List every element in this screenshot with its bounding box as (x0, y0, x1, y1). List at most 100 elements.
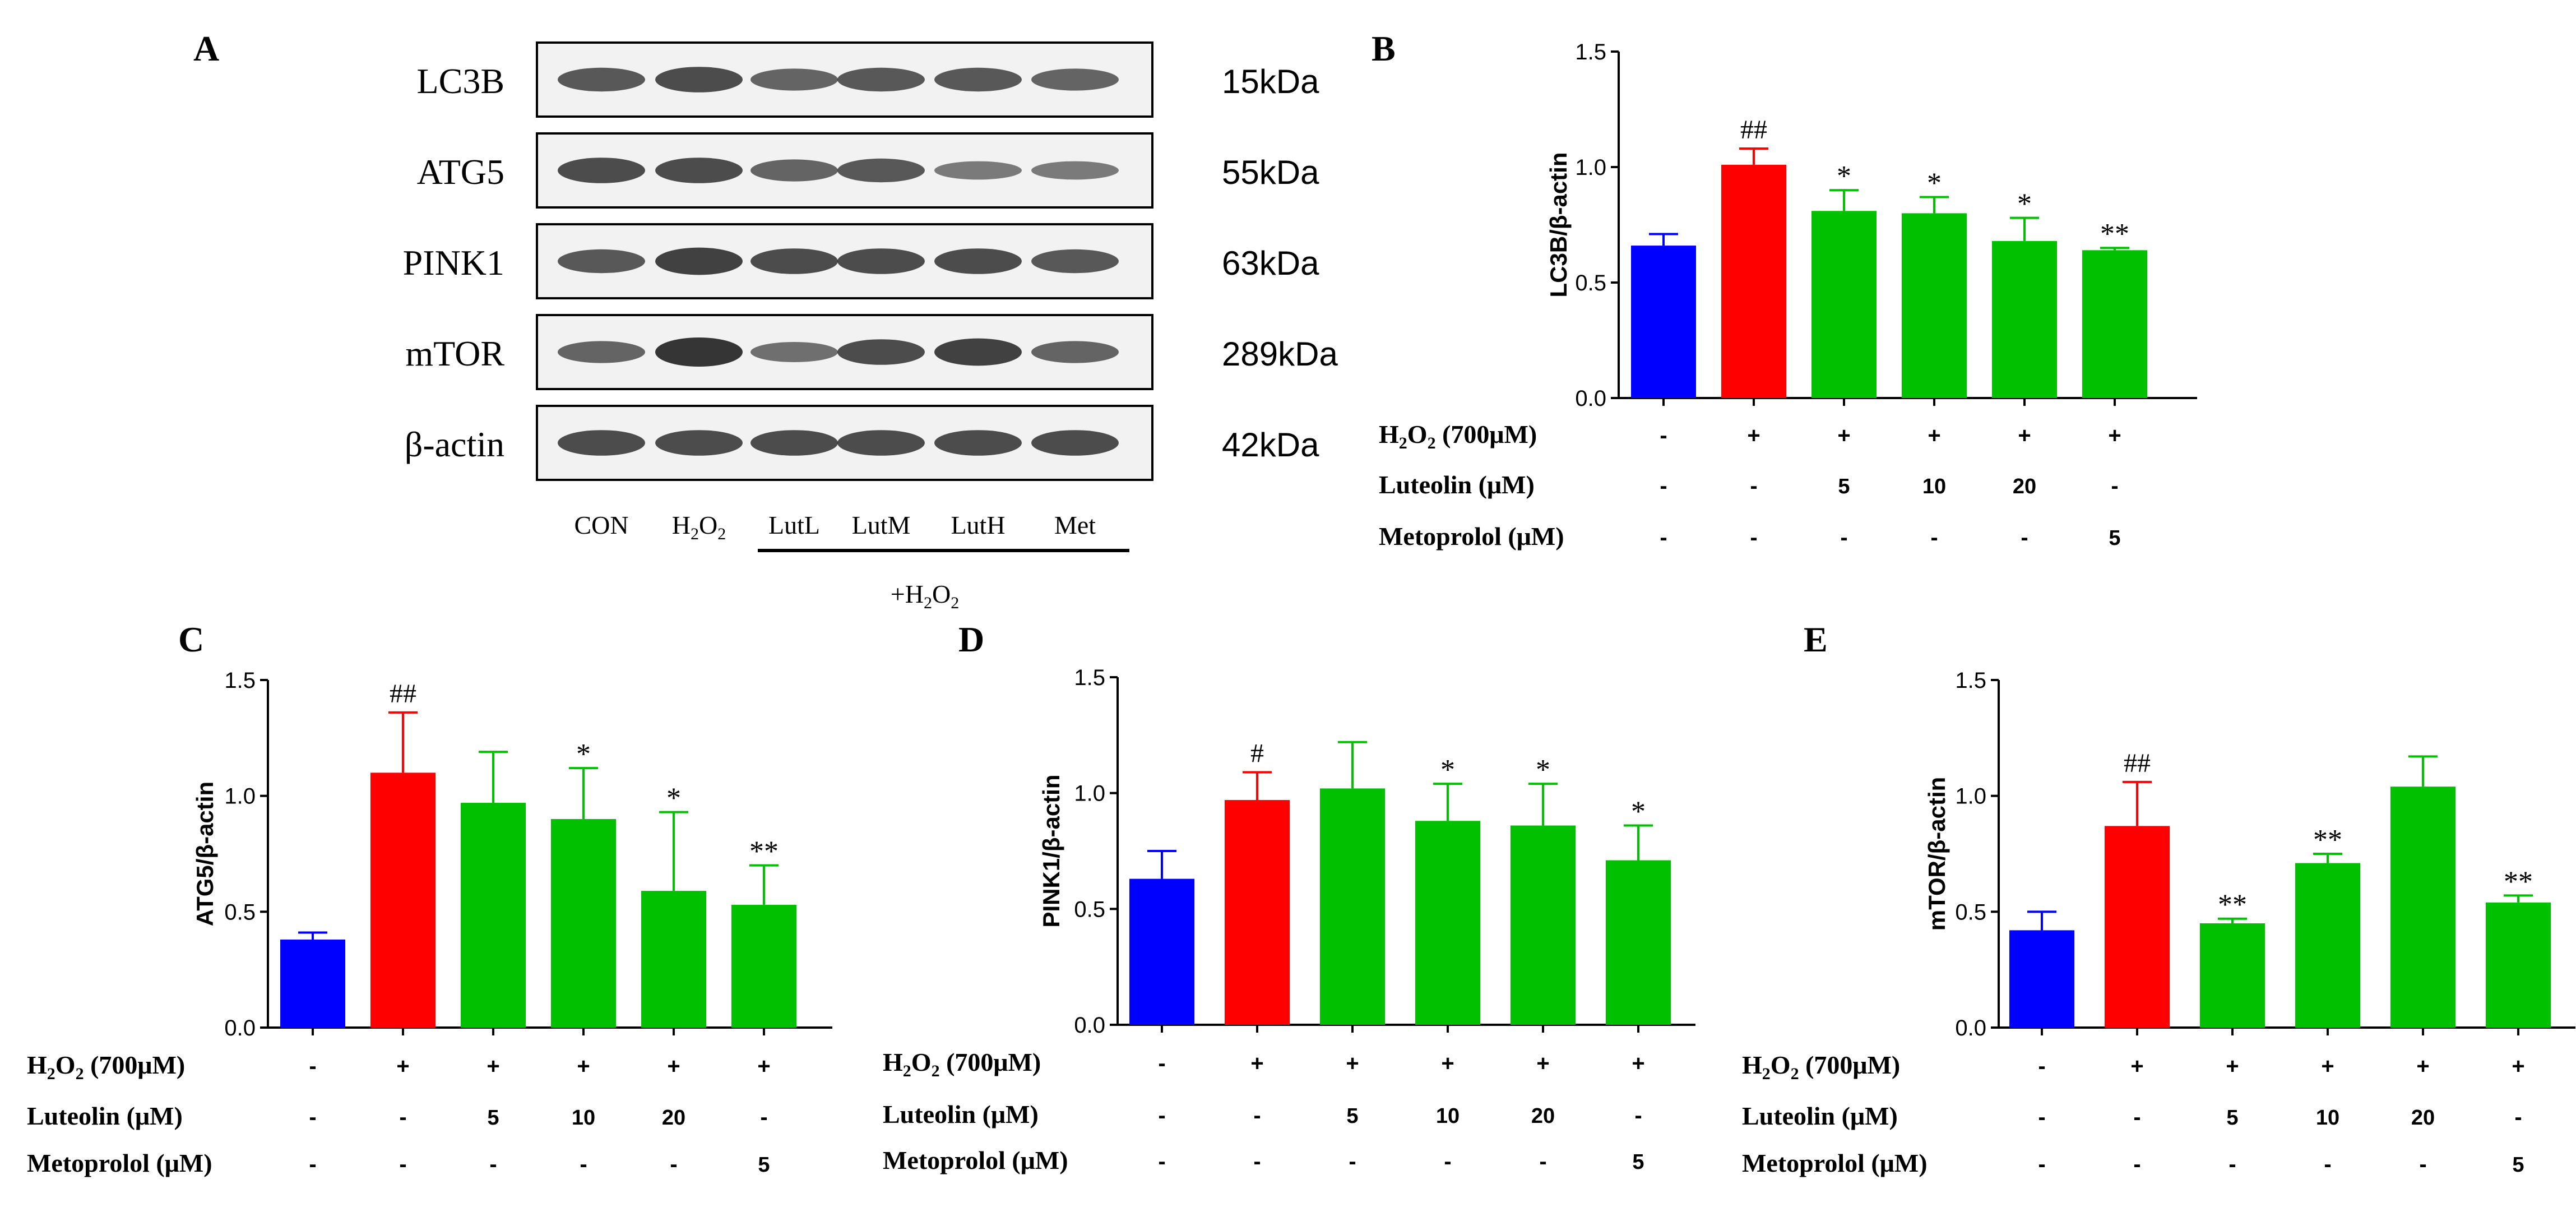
blot-band (655, 247, 743, 275)
blot-band (655, 158, 743, 183)
blot-band (558, 430, 645, 456)
condition-value: - (2133, 1105, 2141, 1130)
significance-label: * (1536, 754, 1550, 786)
condition-value: 5 (1632, 1150, 1644, 1174)
condition-value: + (2416, 1054, 2429, 1079)
bar (1811, 211, 1877, 398)
condition-value: - (309, 1054, 316, 1079)
bar (1902, 213, 1967, 398)
condition-value: - (309, 1152, 316, 1177)
blot-band (1031, 68, 1119, 91)
protein-label: LC3B (417, 61, 504, 101)
condition-value: - (1660, 474, 1667, 498)
panel-label-c: C (178, 619, 204, 659)
condition-value: - (2228, 1152, 2236, 1177)
condition-value: + (757, 1054, 770, 1079)
blot-band (558, 249, 645, 274)
y-axis-label: mTOR/β-actin (1924, 777, 1950, 931)
blot-band (1031, 430, 1119, 456)
condition-value: 5 (2512, 1153, 2524, 1177)
condition-value: + (1632, 1051, 1644, 1076)
condition-value: - (1253, 1103, 1261, 1128)
condition-label: Metoprolol (μM) (1742, 1149, 1928, 1177)
bar (2082, 250, 2147, 398)
lane-label: LutH (951, 511, 1005, 539)
blot-band (934, 161, 1022, 180)
y-tick-label: 1.0 (1955, 784, 1986, 809)
bar (1992, 240, 2057, 398)
condition-value: 10 (572, 1106, 595, 1130)
condition-value: - (1840, 525, 1847, 550)
condition-value: - (2038, 1054, 2045, 1079)
condition-value: 20 (2013, 475, 2036, 498)
condition-value: 10 (1922, 475, 1946, 498)
panel-label-e: E (1804, 619, 1828, 659)
condition-label: H2O2 (700μM) (27, 1051, 185, 1083)
bar (2200, 923, 2265, 1028)
y-tick-label: 1.0 (1074, 781, 1105, 806)
bar (2009, 930, 2074, 1028)
molecular-weight-label: 55kDa (1222, 154, 1319, 191)
blot-band (558, 158, 645, 183)
protein-label: β-actin (405, 424, 504, 464)
y-tick-label: 1.5 (1955, 668, 1986, 693)
condition-value: + (577, 1054, 590, 1079)
blot-band (934, 430, 1022, 456)
y-tick-label: 1.5 (1575, 40, 1606, 64)
significance-label: * (1631, 796, 1646, 828)
blot-band (750, 248, 838, 274)
blot-band (1031, 161, 1119, 180)
chart-pink1: 0.0 0.5 1.0 1.5 PINK1/β-actin # * * * H2O2 (700μM… (883, 665, 1695, 1174)
condition-value: 5 (487, 1106, 499, 1130)
significance-label: ** (2218, 889, 2247, 921)
significance-label: # (1250, 738, 1264, 768)
condition-value: - (1253, 1149, 1261, 1174)
condition-value: - (2038, 1152, 2045, 1177)
blot-band (1031, 249, 1119, 274)
condition-value: - (1750, 474, 1757, 498)
blot-band (655, 337, 743, 367)
condition-value: - (2111, 474, 2118, 498)
y-tick-label: 0.5 (1074, 897, 1105, 922)
significance-label: ## (1740, 115, 1767, 145)
y-axis-label: ATG5/β-actin (192, 781, 218, 926)
condition-label: Luteolin (μM) (27, 1102, 183, 1130)
condition-label: Metoprolol (μM) (883, 1146, 1068, 1174)
y-tick-label: 0.0 (1575, 386, 1606, 411)
condition-value: + (2130, 1054, 2143, 1079)
molecular-weight-label: 289kDa (1222, 335, 1338, 373)
bar (1129, 878, 1194, 1025)
blot-band (750, 159, 838, 182)
condition-value: 5 (1346, 1104, 1358, 1128)
blot-band (655, 67, 743, 92)
lane-label: Met (1054, 511, 1096, 539)
condition-value: 10 (1436, 1104, 1460, 1128)
bar (1606, 860, 1671, 1025)
blot-band (750, 342, 838, 362)
molecular-weight-label: 15kDa (1222, 63, 1319, 100)
condition-value: - (2514, 1105, 2522, 1130)
bar (370, 773, 435, 1028)
panel-label-d: D (958, 619, 984, 659)
condition-value: - (1349, 1149, 1356, 1174)
condition-label: Luteolin (μM) (883, 1100, 1039, 1128)
condition-value: - (670, 1152, 677, 1177)
condition-value: + (1536, 1051, 1549, 1076)
bar (641, 891, 706, 1028)
protein-label: ATG5 (417, 152, 504, 192)
condition-value: - (1930, 525, 1938, 550)
condition-value: + (1441, 1051, 1454, 1076)
bar (280, 939, 345, 1028)
bar (731, 904, 796, 1028)
condition-value: + (2108, 423, 2121, 448)
significance-label: * (1927, 168, 1942, 200)
condition-value: - (1660, 423, 1667, 448)
condition-value: - (1660, 525, 1667, 550)
bar (1225, 800, 1290, 1025)
significance-label: * (576, 738, 591, 770)
condition-value: 5 (1838, 475, 1850, 498)
condition-value: 5 (2226, 1106, 2238, 1130)
